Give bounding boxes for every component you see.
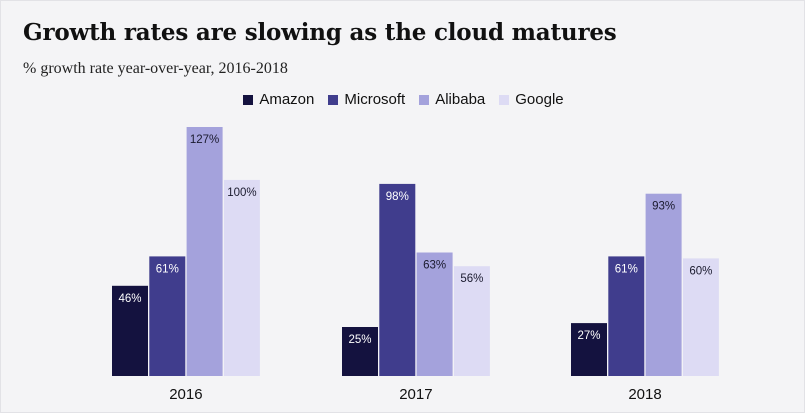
data-label-alibaba-2016: 127% [190, 134, 219, 146]
data-label-alibaba-2018: 93% [652, 201, 675, 213]
bar-microsoft-2016 [149, 256, 186, 376]
bar-alibaba-2017 [416, 252, 453, 376]
legend-swatch-google [499, 94, 510, 105]
legend-item-amazon: Amazon [243, 91, 314, 108]
legend-label-google: Google [515, 91, 564, 108]
bar-alibaba-2016 [186, 127, 223, 376]
x-tick-label-2018: 2018 [628, 386, 661, 403]
bar-amazon-2017 [342, 327, 378, 376]
legend-swatch-alibaba [419, 94, 430, 105]
data-label-google-2018: 60% [689, 265, 712, 277]
legend-item-alibaba: Alibaba [419, 91, 485, 108]
bar-amazon-2016 [112, 285, 148, 376]
data-label-amazon-2018: 27% [577, 330, 600, 342]
chart-subtitle: % growth rate year-over-year, 2016-2018 [23, 60, 288, 77]
data-label-alibaba-2017: 63% [423, 260, 446, 272]
x-tick-label-2017: 2017 [399, 386, 432, 403]
legend-item-google: Google [499, 91, 564, 108]
data-label-google-2016: 100% [227, 187, 256, 199]
bar-google-2018 [682, 258, 719, 376]
legend-label-alibaba: Alibaba [435, 91, 486, 108]
bar-google-2016 [223, 179, 260, 376]
chart-title: Growth rates are slowing as the cloud ma… [23, 19, 617, 46]
data-label-amazon-2017: 25% [348, 334, 371, 346]
bar-alibaba-2018 [645, 193, 682, 376]
data-label-microsoft-2018: 61% [615, 263, 638, 275]
bar-microsoft-2017 [379, 183, 416, 376]
legend-label-amazon: Amazon [259, 91, 315, 108]
bar-google-2017 [453, 266, 490, 376]
data-label-microsoft-2017: 98% [386, 191, 409, 203]
bar-amazon-2018 [571, 323, 607, 376]
x-tick-label-2016: 2016 [169, 386, 202, 403]
legend-item-microsoft: Microsoft [328, 91, 405, 108]
legend-swatch-amazon [243, 94, 254, 105]
data-label-amazon-2016: 46% [118, 293, 141, 305]
bar-microsoft-2018 [608, 256, 645, 376]
chart-legend: Amazon Microsoft Alibaba Google [1, 91, 805, 108]
data-label-microsoft-2016: 61% [156, 263, 179, 275]
data-label-google-2017: 56% [460, 273, 483, 285]
legend-swatch-microsoft [328, 94, 339, 105]
legend-label-microsoft: Microsoft [344, 91, 406, 108]
